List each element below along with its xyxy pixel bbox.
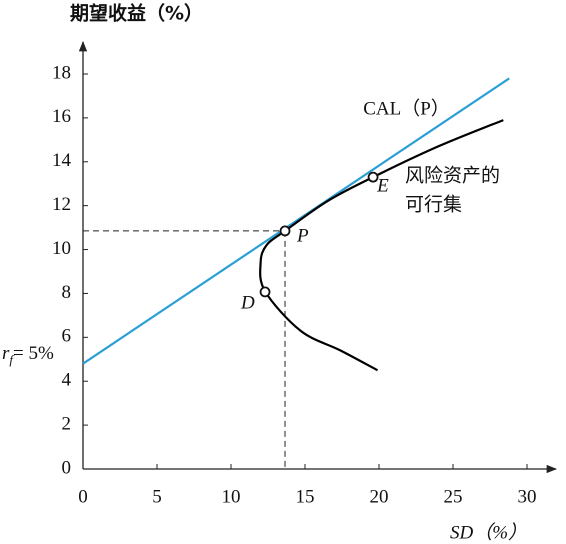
series-line bbox=[259, 119, 504, 372]
y-tick-label: 10 bbox=[52, 238, 71, 259]
rf-base: r bbox=[2, 343, 10, 364]
y-tick-label: 2 bbox=[62, 413, 72, 434]
point-marker bbox=[367, 171, 379, 183]
legend-label: CAL（P） bbox=[363, 98, 450, 120]
rf-text: = 5% bbox=[13, 343, 54, 364]
point-label: E bbox=[376, 175, 389, 196]
x-tick-label: 25 bbox=[444, 486, 463, 507]
y-tick-label: 16 bbox=[52, 106, 71, 127]
x-tick-label: 15 bbox=[296, 486, 315, 507]
x-tick-label: 20 bbox=[370, 486, 389, 507]
rf-sub: f bbox=[9, 352, 15, 367]
point-label: P bbox=[296, 225, 309, 246]
x-tick-label: 30 bbox=[518, 486, 537, 507]
x-tick-label: 5 bbox=[152, 486, 162, 507]
chart-title: 期望收益（%） bbox=[70, 2, 203, 25]
point-label: D bbox=[240, 292, 255, 313]
y-tick-label: 8 bbox=[62, 282, 72, 303]
series-line bbox=[82, 77, 510, 365]
feasible-label: 可行集 bbox=[405, 194, 462, 216]
point-marker bbox=[259, 286, 271, 298]
y-tick-label: 4 bbox=[62, 370, 72, 391]
y-tick-label: 12 bbox=[52, 194, 71, 215]
x-tick-label: 0 bbox=[78, 486, 88, 507]
y-tick-label: 18 bbox=[52, 62, 71, 83]
x-tick-label: 10 bbox=[222, 486, 241, 507]
y-tick-label: 14 bbox=[52, 150, 72, 171]
point-marker bbox=[279, 225, 291, 237]
y-tick-label: 0 bbox=[62, 457, 72, 478]
x-axis-label: SD（%） bbox=[450, 521, 527, 543]
y-tick-label: 6 bbox=[62, 326, 72, 347]
rf-label: rf= 5% bbox=[2, 343, 54, 367]
feasible-label: 风险资产的 bbox=[405, 165, 500, 187]
